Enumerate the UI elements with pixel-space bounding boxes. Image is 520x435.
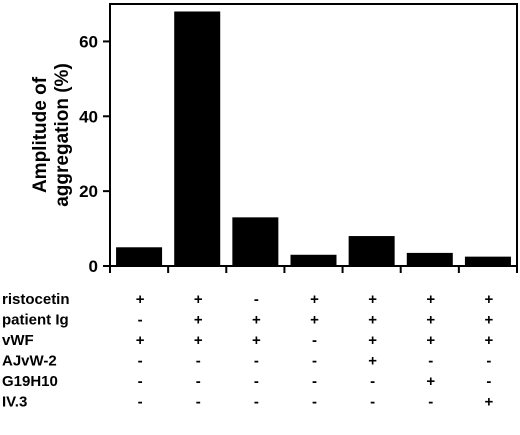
condition-mark: - [486, 373, 491, 390]
bar [464, 256, 511, 266]
condition-mark: + [426, 291, 435, 308]
condition-mark: - [428, 394, 433, 411]
y-axis-title-line: Amplitude of [30, 76, 51, 193]
condition-mark: - [196, 373, 201, 390]
bar [290, 254, 337, 266]
y-axis-title-line: aggregation (%) [52, 63, 73, 207]
plot-frame [109, 3, 518, 267]
condition-mark: - [196, 394, 201, 411]
condition-label: vWF [2, 332, 34, 349]
y-tick-label: 20 [79, 182, 98, 201]
condition-mark: - [196, 353, 201, 370]
condition-mark: - [138, 312, 143, 329]
condition-label: IV.3 [2, 394, 27, 411]
condition-mark: - [254, 353, 259, 370]
condition-mark: + [485, 394, 494, 411]
condition-mark: + [194, 291, 203, 308]
condition-mark: - [370, 373, 375, 390]
bar [348, 236, 395, 266]
bar [406, 252, 453, 266]
condition-mark: - [138, 394, 143, 411]
condition-label: ristocetin [2, 291, 70, 308]
condition-mark: + [426, 332, 435, 349]
y-axis-title-group: Amplitude of aggregation (%) [30, 63, 73, 207]
condition-mark: + [485, 312, 494, 329]
condition-mark: + [310, 312, 319, 329]
condition-mark: + [252, 312, 261, 329]
y-tick-label: 0 [89, 257, 98, 276]
condition-mark: + [310, 291, 319, 308]
condition-mark: + [194, 332, 203, 349]
condition-mark: - [428, 353, 433, 370]
condition-mark: - [312, 394, 317, 411]
y-axis-title: Amplitude of aggregation (%) [30, 63, 73, 207]
bar [232, 217, 279, 266]
condition-mark: - [312, 353, 317, 370]
condition-mark: - [312, 373, 317, 390]
condition-mark: - [138, 353, 143, 370]
plot-area: 0 20 40 60 [79, 3, 518, 276]
condition-mark: + [136, 291, 145, 308]
condition-mark: + [368, 312, 377, 329]
condition-mark: + [426, 373, 435, 390]
condition-mark: - [370, 394, 375, 411]
bar [116, 247, 163, 266]
condition-mark: - [138, 373, 143, 390]
condition-mark: + [485, 291, 494, 308]
condition-label: patient Ig [2, 312, 69, 329]
y-tick-label: 60 [79, 32, 98, 51]
condition-label: AJvW-2 [2, 353, 57, 370]
condition-mark: - [254, 394, 259, 411]
condition-mark: - [254, 291, 259, 308]
condition-table: ristocetin + + - + + + + patient Ig - + + + + + + vWF + + +… [2, 291, 494, 411]
bar [174, 11, 221, 266]
condition-mark: + [194, 312, 203, 329]
condition-mark: + [252, 332, 261, 349]
condition-mark: + [368, 353, 377, 370]
condition-mark: + [136, 332, 145, 349]
condition-mark: - [312, 332, 317, 349]
y-tick-label: 40 [79, 107, 98, 126]
condition-mark: + [426, 312, 435, 329]
condition-mark: + [368, 291, 377, 308]
condition-mark: + [485, 332, 494, 349]
condition-mark: - [486, 353, 491, 370]
condition-mark: + [368, 332, 377, 349]
condition-mark: - [254, 373, 259, 390]
condition-label: G19H10 [2, 373, 58, 390]
